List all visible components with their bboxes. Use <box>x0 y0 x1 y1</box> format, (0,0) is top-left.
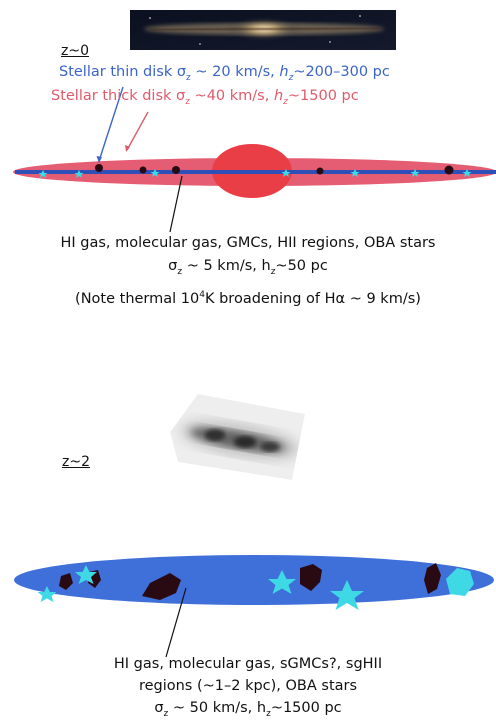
gas-caption-z2-line1: HI gas, molecular gas, sGMCs?, sgHII <box>113 656 383 672</box>
gas-pointer-z2 <box>165 587 187 658</box>
oba-stars-z0 <box>38 169 472 178</box>
bulge-ellipse <box>212 144 292 198</box>
oba-stars-z2 <box>37 565 474 610</box>
thick-disk-label: Stellar thick disk σz ~40 km/s, hz~1500 … <box>51 88 359 107</box>
thick-disk-pointer <box>125 111 149 152</box>
molecular-clouds-z0 <box>95 164 454 175</box>
redshift-label-z2: z~2 <box>62 454 90 470</box>
z2-disk-ellipse <box>14 555 494 605</box>
gas-caption-z0-line3: (Note thermal 104K broadening of Hα ~ 9 … <box>75 289 421 307</box>
gas-caption-z0-line2: σz ~ 5 km/s, hz~50 pc <box>168 258 328 277</box>
gas-caption-z2-line2: regions (~1–2 kpc), OBA stars <box>138 678 358 694</box>
galaxy-image-z2 <box>170 394 305 480</box>
gas-caption-z0: HI gas, molecular gas, GMCs, HII regions… <box>0 232 496 311</box>
redshift-label-z0: z~0 <box>61 43 89 59</box>
thin-disk-label: Stellar thin disk σz ~ 20 km/s, hz~200–3… <box>59 64 390 83</box>
gas-caption-z2-line3: σz ~ 50 km/s, hz~1500 pc <box>154 700 342 719</box>
gas-caption-z2: HI gas, molecular gas, sGMCs?, sgHII reg… <box>0 653 496 725</box>
gas-pointer-z0 <box>169 175 183 233</box>
gas-caption-z0-line1: HI gas, molecular gas, GMCs, HII regions… <box>60 235 436 251</box>
thick-disk-ellipse <box>13 158 496 186</box>
giant-clumps-z2 <box>59 563 441 600</box>
